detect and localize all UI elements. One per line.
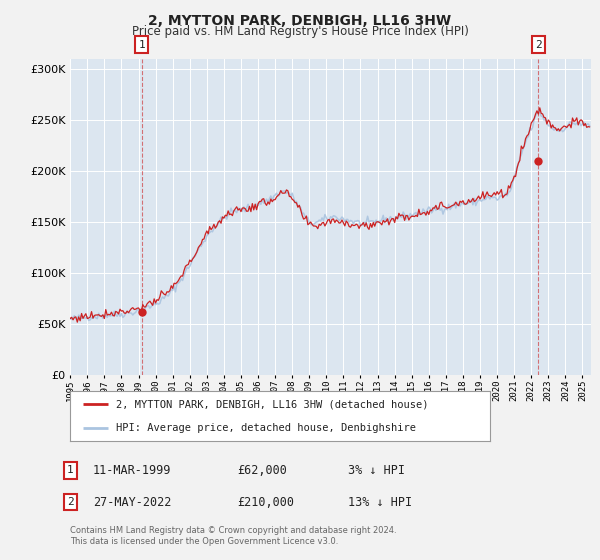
Text: 2: 2 bbox=[67, 497, 74, 507]
Text: 2, MYTTON PARK, DENBIGH, LL16 3HW (detached house): 2, MYTTON PARK, DENBIGH, LL16 3HW (detac… bbox=[116, 399, 429, 409]
Text: £210,000: £210,000 bbox=[237, 496, 294, 509]
Text: HPI: Average price, detached house, Denbighshire: HPI: Average price, detached house, Denb… bbox=[116, 423, 416, 433]
Text: 1: 1 bbox=[67, 465, 74, 475]
Text: 2, MYTTON PARK, DENBIGH, LL16 3HW: 2, MYTTON PARK, DENBIGH, LL16 3HW bbox=[148, 14, 452, 28]
Text: 1: 1 bbox=[139, 40, 145, 50]
Text: This data is licensed under the Open Government Licence v3.0.: This data is licensed under the Open Gov… bbox=[70, 537, 338, 546]
Text: 13% ↓ HPI: 13% ↓ HPI bbox=[348, 496, 412, 509]
Text: £62,000: £62,000 bbox=[237, 464, 287, 477]
Text: Price paid vs. HM Land Registry's House Price Index (HPI): Price paid vs. HM Land Registry's House … bbox=[131, 25, 469, 38]
Text: Contains HM Land Registry data © Crown copyright and database right 2024.: Contains HM Land Registry data © Crown c… bbox=[70, 526, 397, 535]
Text: 11-MAR-1999: 11-MAR-1999 bbox=[93, 464, 172, 477]
Text: 27-MAY-2022: 27-MAY-2022 bbox=[93, 496, 172, 509]
Text: 3% ↓ HPI: 3% ↓ HPI bbox=[348, 464, 405, 477]
Text: 2: 2 bbox=[535, 40, 542, 50]
